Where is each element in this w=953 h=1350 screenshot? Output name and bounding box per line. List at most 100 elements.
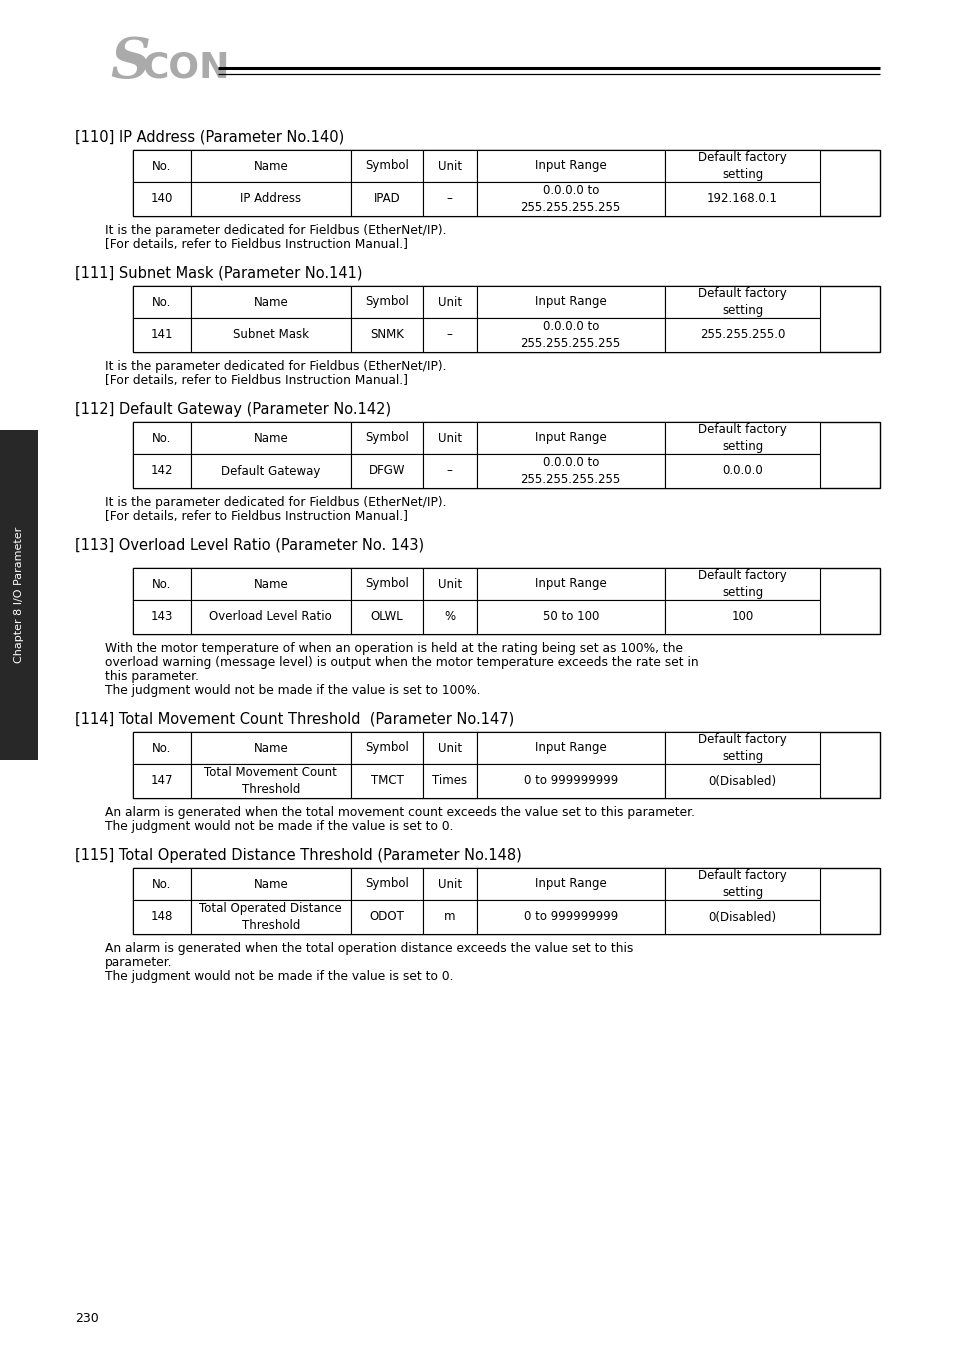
Bar: [422, 900, 476, 934]
Text: Unit: Unit: [437, 432, 461, 444]
Bar: [132, 868, 191, 900]
Text: 0.0.0.0 to
255.255.255.255: 0.0.0.0 to 255.255.255.255: [520, 184, 620, 213]
Bar: [476, 423, 664, 454]
Text: [112] Default Gateway (Parameter No.142): [112] Default Gateway (Parameter No.142): [75, 402, 391, 417]
Bar: [132, 150, 879, 216]
Text: Default factory
setting: Default factory setting: [698, 733, 786, 763]
Text: –: –: [446, 193, 452, 205]
Text: Symbol: Symbol: [365, 296, 409, 309]
Text: Name: Name: [253, 159, 288, 173]
Text: Symbol: Symbol: [365, 741, 409, 755]
Text: IPAD: IPAD: [374, 193, 400, 205]
Bar: [132, 423, 191, 454]
Bar: [132, 286, 191, 319]
Bar: [191, 764, 351, 798]
Bar: [422, 150, 476, 182]
Text: Default factory
setting: Default factory setting: [698, 151, 786, 181]
Bar: [351, 568, 422, 599]
Text: [For details, refer to Fieldbus Instruction Manual.]: [For details, refer to Fieldbus Instruct…: [105, 510, 408, 522]
Bar: [132, 568, 191, 599]
Text: Total Movement Count
Threshold: Total Movement Count Threshold: [204, 767, 337, 795]
Bar: [351, 732, 422, 764]
Text: ODOT: ODOT: [369, 910, 404, 923]
Bar: [664, 568, 820, 599]
Text: An alarm is generated when the total operation distance exceeds the value set to: An alarm is generated when the total ope…: [105, 942, 633, 954]
Text: IP Address: IP Address: [240, 193, 301, 205]
Bar: [422, 732, 476, 764]
Text: [114] Total Movement Count Threshold  (Parameter No.147): [114] Total Movement Count Threshold (Pa…: [75, 711, 514, 728]
Bar: [351, 319, 422, 352]
Bar: [664, 732, 820, 764]
Text: No.: No.: [152, 159, 172, 173]
Text: Chapter 8 I/O Parameter: Chapter 8 I/O Parameter: [14, 526, 24, 663]
Text: Name: Name: [253, 741, 288, 755]
Bar: [476, 732, 664, 764]
Bar: [476, 599, 664, 634]
Bar: [664, 182, 820, 216]
Text: No.: No.: [152, 741, 172, 755]
Bar: [351, 764, 422, 798]
Bar: [132, 599, 191, 634]
Bar: [191, 319, 351, 352]
Bar: [191, 900, 351, 934]
Bar: [351, 286, 422, 319]
Text: %: %: [444, 610, 455, 624]
Text: The judgment would not be made if the value is set to 100%.: The judgment would not be made if the va…: [105, 684, 480, 697]
Text: [110] IP Address (Parameter No.140): [110] IP Address (Parameter No.140): [75, 130, 344, 144]
Text: The judgment would not be made if the value is set to 0.: The judgment would not be made if the va…: [105, 819, 453, 833]
Text: –: –: [446, 328, 452, 342]
Text: Name: Name: [253, 878, 288, 891]
Bar: [664, 900, 820, 934]
Text: 0.0.0.0 to
255.255.255.255: 0.0.0.0 to 255.255.255.255: [520, 320, 620, 350]
Text: [For details, refer to Fieldbus Instruction Manual.]: [For details, refer to Fieldbus Instruct…: [105, 374, 408, 387]
Bar: [664, 150, 820, 182]
Text: Unit: Unit: [437, 296, 461, 309]
Bar: [664, 764, 820, 798]
Bar: [476, 182, 664, 216]
Text: 0.0.0.0 to
255.255.255.255: 0.0.0.0 to 255.255.255.255: [520, 456, 620, 486]
Text: No.: No.: [152, 432, 172, 444]
Bar: [191, 150, 351, 182]
Bar: [422, 182, 476, 216]
Text: Symbol: Symbol: [365, 159, 409, 173]
Text: 142: 142: [151, 464, 172, 478]
Bar: [476, 764, 664, 798]
Bar: [664, 423, 820, 454]
Bar: [476, 454, 664, 487]
Bar: [191, 732, 351, 764]
Bar: [664, 286, 820, 319]
Text: Subnet Mask: Subnet Mask: [233, 328, 309, 342]
Text: 141: 141: [151, 328, 172, 342]
Text: Unit: Unit: [437, 878, 461, 891]
Text: CON: CON: [142, 51, 230, 85]
Bar: [476, 150, 664, 182]
Bar: [351, 599, 422, 634]
Bar: [476, 319, 664, 352]
Text: parameter.: parameter.: [105, 956, 172, 969]
Bar: [132, 900, 191, 934]
Text: Input Range: Input Range: [535, 432, 606, 444]
Text: 140: 140: [151, 193, 172, 205]
Text: 148: 148: [151, 910, 172, 923]
Bar: [191, 599, 351, 634]
Bar: [0, 431, 38, 760]
Text: The judgment would not be made if the value is set to 0.: The judgment would not be made if the va…: [105, 971, 453, 983]
Bar: [422, 423, 476, 454]
Bar: [476, 286, 664, 319]
Bar: [132, 764, 191, 798]
Text: 147: 147: [151, 775, 172, 787]
Text: Name: Name: [253, 296, 288, 309]
Text: Unit: Unit: [437, 159, 461, 173]
Text: It is the parameter dedicated for Fieldbus (EtherNet/IP).: It is the parameter dedicated for Fieldb…: [105, 224, 446, 238]
Text: 255.255.255.0: 255.255.255.0: [700, 328, 784, 342]
Text: 143: 143: [151, 610, 172, 624]
Text: Input Range: Input Range: [535, 159, 606, 173]
Bar: [132, 732, 191, 764]
Text: Symbol: Symbol: [365, 878, 409, 891]
Text: DFGW: DFGW: [369, 464, 405, 478]
Text: 0(Disabled): 0(Disabled): [708, 910, 776, 923]
Text: TMCT: TMCT: [370, 775, 403, 787]
Text: 192.168.0.1: 192.168.0.1: [706, 193, 778, 205]
Text: Name: Name: [253, 432, 288, 444]
Bar: [132, 182, 191, 216]
